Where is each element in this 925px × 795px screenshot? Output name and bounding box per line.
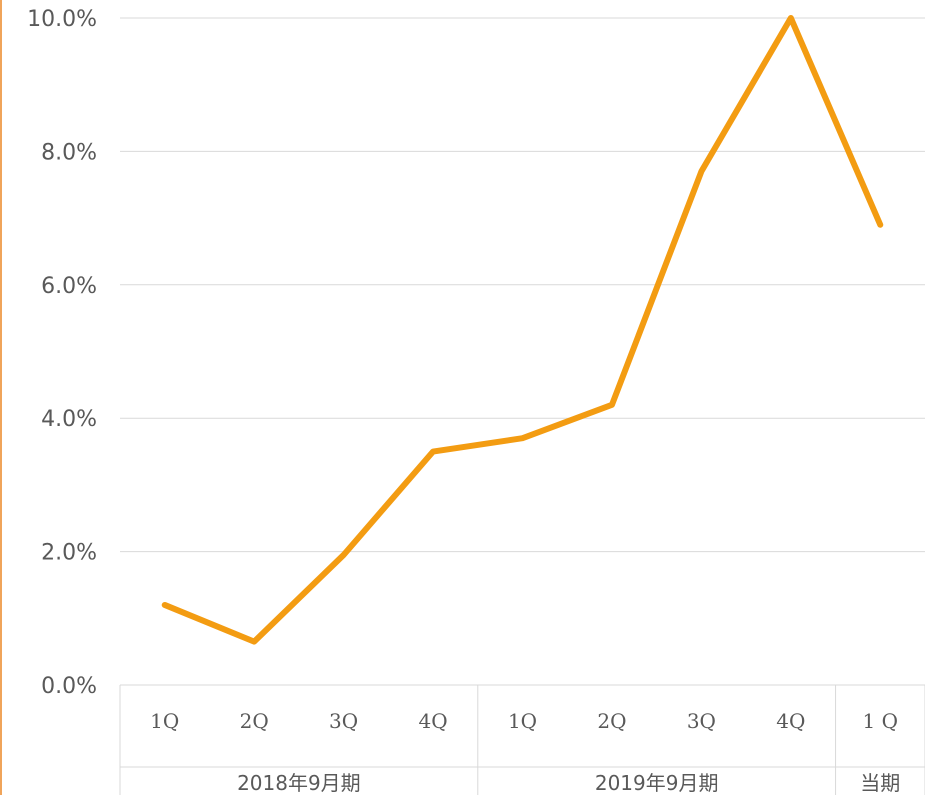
y-tick-label: 8.0%: [41, 140, 97, 165]
x-tick-label: 2Q: [240, 709, 269, 733]
x-tick-label: 1Q: [508, 709, 537, 733]
y-tick-label: 2.0%: [41, 541, 97, 566]
y-tick-label: 4.0%: [41, 407, 97, 432]
x-tick-label: 1 Q: [863, 709, 898, 733]
x-tick-label: 1Q: [150, 709, 179, 733]
y-axis-tick-labels: 0.0% 2.0% 4.0% 6.0% 8.0% 10.0%: [27, 7, 97, 699]
y-tick-label: 10.0%: [27, 7, 97, 32]
left-edge-border: [0, 0, 2, 795]
data-point: [700, 170, 702, 172]
y-tick-label: 0.0%: [41, 674, 97, 699]
data-point: [343, 554, 345, 556]
series-layer: [161, 15, 884, 645]
series-line-0: [161, 15, 884, 645]
data-point: [253, 641, 255, 643]
data-point: [522, 437, 523, 439]
data-point: [432, 451, 434, 453]
x-tick-label: 4Q: [418, 709, 447, 733]
group-label: 2018年9月期: [237, 771, 361, 795]
category-axis: 1Q 2Q 3Q 4Q 1Q 2Q 3Q 4Q 1 Q 2018年9月期 2019年9月期 当期: [119, 685, 925, 795]
x-tick-label: 4Q: [776, 709, 805, 733]
group-label: 2019年9月期: [595, 771, 719, 795]
data-point: [879, 224, 881, 226]
x-tick-label: 3Q: [687, 709, 716, 733]
x-tick-label: 2Q: [597, 709, 626, 733]
data-point: [164, 604, 166, 606]
gridlines: [120, 17, 925, 686]
data-point: [790, 17, 792, 19]
group-label: 当期: [860, 771, 900, 795]
data-point: [611, 404, 613, 406]
y-tick-label: 6.0%: [41, 274, 97, 299]
x-tick-label: 3Q: [329, 709, 358, 733]
